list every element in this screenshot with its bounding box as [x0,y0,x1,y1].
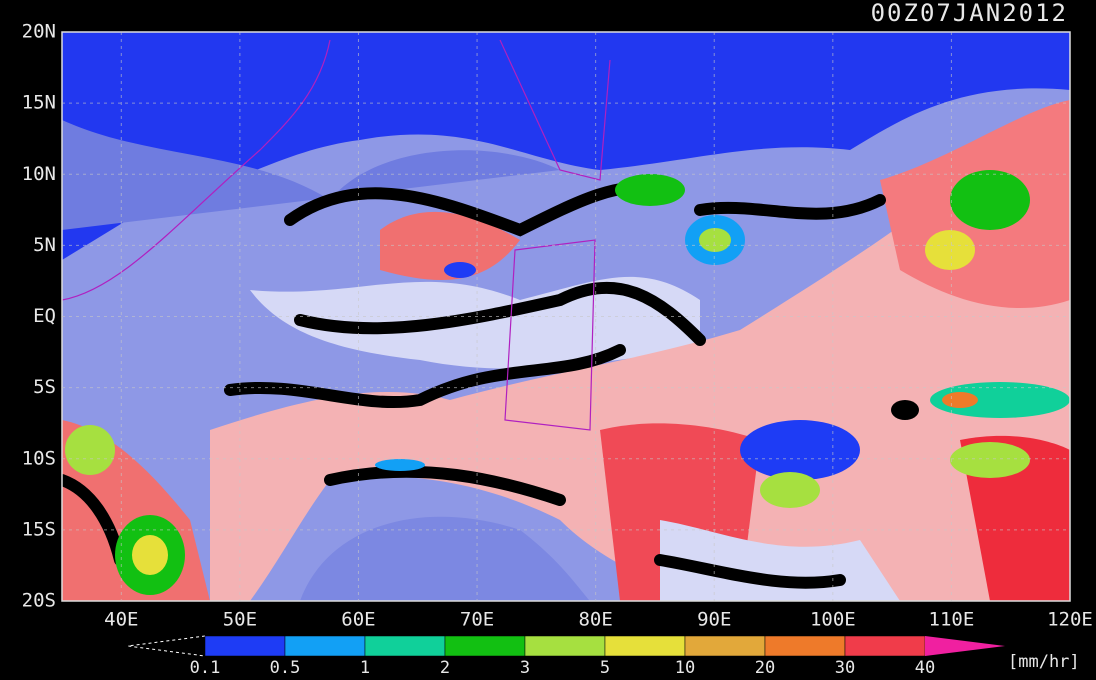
lon-label: 120E [1047,609,1093,631]
lat-label: 15S [22,518,56,540]
precip-field [62,32,1070,601]
lon-label: 110E [929,609,975,631]
colorbar-unit: [mm/hr] [1008,652,1080,672]
colorbar-label: 20 [755,658,775,678]
colorbar: 0.1 0.5 1 2 3 5 10 20 30 40 [mm/hr] [127,635,1080,678]
colorbar-label: 0.5 [270,658,301,678]
under-triangle [127,635,206,657]
lon-label: 50E [223,609,257,631]
lat-label: 20S [22,590,56,612]
graticule: 20N 15N 10N 5N EQ 5S 10S 15S 20S 40E 50E 60E 70E 80E 9… [22,21,1093,631]
lat-label: 5S [33,376,56,398]
lon-label: 60E [341,609,375,631]
lat-label: 10S [22,447,56,469]
lat-label: 15N [22,92,56,114]
colorbar-box [284,635,366,657]
over-triangle [925,636,1005,656]
colorbar-label: 2 [440,658,450,678]
lat-label: 20N [22,21,56,43]
colorbar-box [844,635,926,657]
lon-label: 100E [810,609,856,631]
colorbar-box [444,635,526,657]
colorbar-label: 30 [835,658,855,678]
colorbar-label: 1 [360,658,370,678]
colorbar-box [604,635,686,657]
colorbar-label: 10 [675,658,695,678]
colorbar-box [684,635,766,657]
colorbar-box [764,635,846,657]
colorbar-label: 5 [600,658,610,678]
lat-label: EQ [33,305,56,327]
lat-label: 10N [22,163,56,185]
title: 00Z07JAN2012 [871,0,1068,27]
lon-label: 40E [104,609,138,631]
lat-label: 5N [33,234,56,256]
colorbar-label: 40 [915,658,935,678]
colorbar-box [524,635,606,657]
lon-label: 80E [578,609,612,631]
rain-cells [65,170,1070,595]
colorbar-box [204,635,286,657]
colorbar-box [364,635,446,657]
colorbar-label: 3 [520,658,530,678]
lon-label: 90E [697,609,731,631]
lon-label: 70E [460,609,494,631]
colorbar-label: 0.1 [190,658,221,678]
